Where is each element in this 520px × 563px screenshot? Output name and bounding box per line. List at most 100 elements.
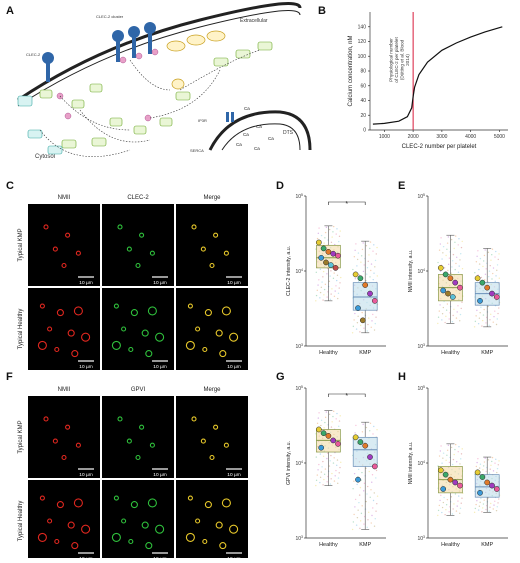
cell-point xyxy=(366,267,369,269)
cell-point xyxy=(457,500,459,502)
cell-point xyxy=(373,525,376,527)
scale-bar-label: 10 µm xyxy=(153,472,166,478)
cell-point xyxy=(476,255,478,257)
cell-point xyxy=(324,231,327,234)
cell-point xyxy=(450,238,453,241)
cell-point xyxy=(371,514,373,517)
cell-point xyxy=(360,512,363,515)
cell-point xyxy=(335,285,337,287)
cell-point xyxy=(492,470,495,472)
cell-point xyxy=(334,243,336,246)
cell-point xyxy=(473,511,476,514)
cell-point xyxy=(359,486,362,489)
y-tick-label: 140 xyxy=(358,24,367,30)
column-label: Merge xyxy=(203,387,221,393)
cell-point xyxy=(339,230,341,232)
platelet-cell xyxy=(229,332,239,342)
cell-point xyxy=(483,254,486,257)
cell-point xyxy=(473,326,476,328)
category-label: KMP xyxy=(359,542,371,548)
cell-point xyxy=(442,501,445,504)
y-axis-label: CLEC-2 intensity, a.u. xyxy=(286,246,292,296)
cell-point xyxy=(373,492,375,494)
cell-point xyxy=(448,461,451,464)
donor-point xyxy=(318,254,325,261)
panel-a: A Extracellular Cytosol CLEC-2 CLEC-2 cl… xyxy=(6,2,312,160)
micrograph-tile xyxy=(176,480,248,562)
cell-point xyxy=(478,467,481,469)
platelet-cell xyxy=(147,498,157,508)
scale-bar-label: 10 µm xyxy=(227,364,240,370)
cell-point xyxy=(326,481,328,483)
cell-point xyxy=(315,271,318,274)
y-tick-label: 105 xyxy=(295,385,303,392)
y-tick-label: 103 xyxy=(417,535,425,542)
donor-point xyxy=(330,437,337,444)
cell-point xyxy=(359,324,362,327)
calcium-curve xyxy=(372,26,503,125)
cell-point xyxy=(441,319,443,321)
platelet-cell xyxy=(67,329,75,337)
cell-point xyxy=(367,519,369,521)
cell-point xyxy=(328,413,331,416)
cell-point xyxy=(491,248,494,250)
cell-point xyxy=(352,325,355,328)
cell-point xyxy=(454,241,456,243)
cell-point xyxy=(454,443,457,446)
cell-point xyxy=(356,516,359,519)
cell-point xyxy=(370,269,372,272)
platelet-cell xyxy=(135,454,141,461)
cell-point xyxy=(485,470,487,473)
panel-b: B 1000 2000 3000 4000 5000 0 20 40 60 80 100 120 140… xyxy=(318,5,508,150)
cell-point xyxy=(460,502,462,504)
micrograph-tile xyxy=(102,204,174,286)
cell-point xyxy=(487,497,489,499)
cell-point xyxy=(317,417,320,419)
cell-point xyxy=(362,423,364,426)
platelet-cell xyxy=(187,303,193,309)
cell-point xyxy=(365,467,367,470)
cell-point xyxy=(329,460,331,462)
cell-point xyxy=(372,313,374,316)
cell-point xyxy=(375,469,378,472)
svg-text:Ca: Ca xyxy=(236,142,242,147)
cell-point xyxy=(334,475,336,477)
platelet-cell xyxy=(54,346,60,353)
micrograph-tile xyxy=(28,288,100,370)
x-tick-label: 2000 xyxy=(408,134,419,140)
cell-point xyxy=(373,425,375,428)
cell-point xyxy=(363,523,365,525)
significance-bracket xyxy=(328,393,366,397)
cell-point xyxy=(484,273,487,276)
y-tick-label: 80 xyxy=(360,69,366,75)
panel-label-h: H xyxy=(398,371,406,383)
category-label: KMP xyxy=(359,350,371,356)
donor-point xyxy=(449,294,456,300)
donor-point xyxy=(493,486,500,492)
cell-point xyxy=(460,453,463,455)
cell-point xyxy=(332,415,334,418)
cell-point xyxy=(483,308,485,311)
cell-point xyxy=(441,511,443,514)
cell-point xyxy=(488,270,491,272)
cell-point xyxy=(374,322,376,325)
annotation-line: 2014) xyxy=(405,54,410,66)
donor-point xyxy=(484,284,491,291)
cell-point xyxy=(442,252,444,254)
donor-point xyxy=(332,265,339,271)
cell-point xyxy=(361,505,363,507)
platelet-cell xyxy=(113,303,119,309)
platelet-cell xyxy=(185,340,195,350)
cell-point xyxy=(482,265,484,268)
cell-point xyxy=(444,321,446,324)
cell-point xyxy=(444,514,446,516)
chart-nmii-intensity-e: 103 104 105 NMII intensity, a.u. Healthy KMP xyxy=(408,193,508,356)
scale-bar-label: 10 µm xyxy=(79,280,92,286)
platelet-cell xyxy=(54,538,60,545)
cell-point xyxy=(478,268,480,271)
row-label: Typical Healthy xyxy=(18,309,24,350)
cell-point xyxy=(483,461,486,463)
donor-point xyxy=(323,259,329,266)
svg-text:Ca: Ca xyxy=(243,132,249,137)
cell-point xyxy=(496,318,498,320)
